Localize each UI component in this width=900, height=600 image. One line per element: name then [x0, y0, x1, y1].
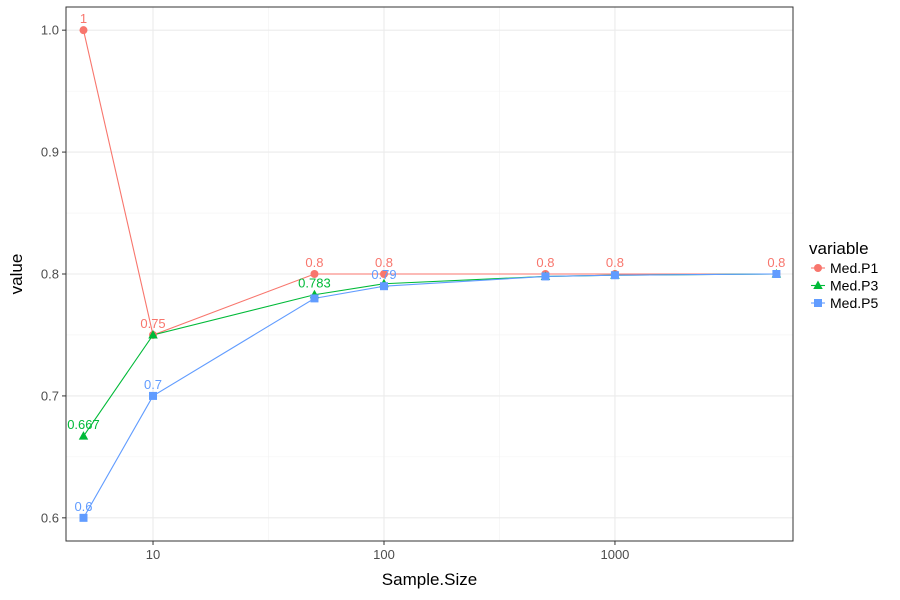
x-tick-label: 10	[146, 547, 160, 562]
y-tick-label: 0.9	[41, 145, 59, 160]
y-tick-label: 0.6	[41, 510, 59, 525]
legend-item-med-p1: Med.P1	[811, 260, 878, 276]
legend-title: variable	[809, 239, 869, 258]
series-med-p3	[83, 273, 777, 437]
legend-item-med-p3: Med.P3	[811, 278, 878, 294]
data-point	[379, 282, 388, 291]
data-point	[78, 431, 89, 440]
legend-label: Med.P5	[830, 295, 878, 311]
legend-label: Med.P1	[830, 260, 878, 276]
data-label: 1	[80, 11, 87, 26]
data-point	[149, 391, 158, 400]
data-point	[541, 272, 550, 281]
axes: 0.6 0.7 0.8 0.9 1.0 10 100 1000	[41, 23, 629, 562]
y-tick-label: 1.0	[41, 23, 59, 38]
data-labels: 1 0.75 0.8 0.8 0.8 0.8 0.8 0.667 0.783 0.6 0.7 0.79	[67, 11, 785, 514]
legend-key-marker	[814, 299, 822, 307]
series-layer	[78, 26, 782, 522]
data-label: 0.8	[305, 255, 323, 270]
series-line	[83, 273, 777, 437]
legend-key-marker	[813, 280, 823, 289]
data-point	[310, 270, 319, 278]
data-label: 0.8	[375, 255, 393, 270]
data-point	[79, 513, 88, 522]
series-med-p1	[82, 30, 777, 336]
data-point	[79, 26, 88, 35]
data-point	[610, 271, 619, 280]
data-label: 0.7	[144, 377, 162, 392]
x-tick-label: 100	[373, 547, 395, 562]
legend-label: Med.P3	[830, 278, 878, 294]
points-med-p1	[79, 26, 781, 339]
data-point	[310, 294, 319, 303]
y-axis-title: value	[7, 254, 26, 295]
x-axis-title: Sample.Size	[382, 570, 477, 589]
data-label: 0.6	[74, 499, 92, 514]
data-point	[379, 270, 388, 278]
legend-item-med-p5: Med.P5	[811, 295, 878, 311]
y-tick-label: 0.8	[41, 267, 59, 282]
data-label: 0.8	[536, 255, 554, 270]
data-label: 0.667	[67, 417, 100, 432]
data-point	[148, 329, 158, 339]
data-label: 0.8	[767, 255, 785, 270]
data-label: 0.79	[371, 267, 396, 282]
points-med-p3	[78, 269, 782, 440]
data-label: 0.783	[298, 276, 331, 291]
x-tick-label: 1000	[600, 547, 629, 562]
data-point	[772, 270, 781, 278]
series-line	[82, 30, 777, 336]
points-med-p5	[79, 270, 781, 522]
data-label: 0.8	[606, 255, 624, 270]
data-label: 0.75	[140, 316, 165, 331]
y-tick-label: 0.7	[41, 388, 59, 403]
legend-key-marker	[814, 264, 822, 272]
